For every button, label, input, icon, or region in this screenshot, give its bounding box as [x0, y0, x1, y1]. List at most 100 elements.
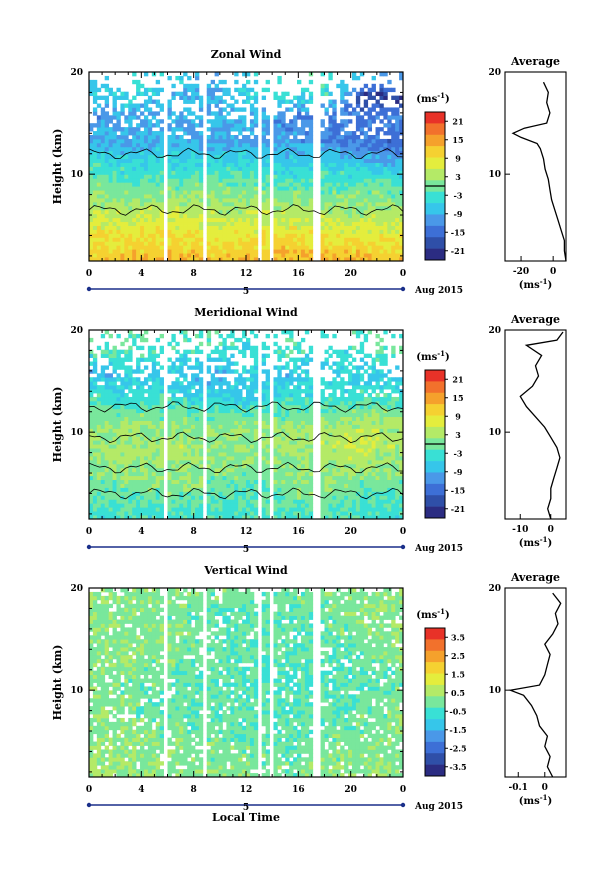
heatmap-cell [336, 138, 341, 144]
heatmap-cell [226, 205, 231, 211]
heatmap-cell [324, 83, 329, 89]
heatmap-cell [351, 209, 357, 215]
heatmap-cell [340, 83, 345, 89]
heatmap-cell [104, 459, 110, 465]
heatmap-cell [249, 495, 255, 500]
heatmap-cell [191, 424, 196, 429]
heatmap-cell [249, 205, 255, 211]
heatmap-cell [155, 479, 161, 484]
heatmap-cell [187, 471, 192, 477]
heatmap-cell [371, 459, 376, 465]
heatmap-cell [191, 201, 196, 207]
heatmap-cell [399, 253, 404, 258]
heatmap-cell [128, 483, 133, 488]
heatmap-cell [359, 72, 365, 77]
heatmap-cell [89, 499, 94, 504]
heatmap-cell [265, 146, 270, 152]
heatmap-cell [238, 178, 243, 183]
heatmap-cell [234, 221, 239, 226]
heatmap-cell [285, 91, 290, 97]
heatmap-cell [387, 456, 392, 461]
heatmap-cell [183, 198, 188, 203]
heatmap-cell [159, 194, 164, 199]
heatmap-cell [375, 221, 380, 226]
heatmap-cell [151, 170, 157, 175]
heatmap-cell [304, 483, 310, 488]
heatmap-cell [124, 127, 129, 132]
heatmap-cell [104, 467, 110, 473]
heatmap-cell [273, 503, 278, 508]
heatmap-cell [304, 225, 310, 230]
heatmap-cell [387, 79, 392, 85]
heatmap-cell [293, 201, 298, 207]
heatmap-cell [120, 209, 125, 215]
heatmap-cell [108, 115, 113, 120]
heatmap-cell [191, 452, 196, 457]
heatmap-cell [100, 499, 106, 504]
heatmap-cell [92, 83, 98, 89]
heatmap-cell [261, 459, 267, 465]
heatmap-cell [359, 467, 365, 473]
heatmap-cell [399, 241, 404, 246]
heatmap-cell [108, 507, 113, 512]
heatmap-cell [96, 201, 102, 207]
heatmap-cell [218, 131, 223, 136]
heatmap-cell [222, 99, 227, 104]
heatmap-cell [234, 440, 239, 445]
heatmap-cell [371, 436, 376, 441]
heatmap-cell [355, 91, 361, 97]
heatmap-cell [183, 237, 188, 242]
heatmap-cell [191, 87, 196, 93]
heatmap-cell [289, 428, 294, 433]
heatmap-cell [147, 463, 153, 469]
heatmap-cell [320, 448, 325, 453]
heatmap-cell [379, 436, 384, 441]
heatmap-cell [175, 444, 180, 449]
heatmap-cell [320, 205, 325, 211]
heatmap-cell [222, 436, 227, 441]
heatmap-cell [399, 142, 404, 148]
heatmap-cell [297, 515, 302, 520]
heatmap-cell [167, 135, 172, 140]
heatmap-cell [198, 444, 204, 449]
heatmap-cell [92, 463, 98, 469]
heatmap-cell [198, 107, 204, 112]
heatmap-cell [383, 221, 388, 226]
heatmap-cell [308, 420, 314, 425]
heatmap-cell [89, 479, 94, 484]
heatmap-cell [253, 440, 259, 445]
heatmap-cell [387, 428, 392, 433]
heatmap-cell [293, 440, 298, 445]
heatmap-cell [124, 467, 129, 473]
heatmap-cell [96, 467, 102, 473]
heatmap-cell [383, 201, 388, 207]
heatmap-cell [359, 119, 365, 124]
heatmap-cell [226, 119, 231, 124]
heatmap-cell [281, 186, 286, 191]
heatmap-cell [261, 138, 267, 144]
heatmap-cell [265, 491, 270, 496]
heatmap-cell [112, 249, 117, 254]
heatmap-cell [399, 245, 404, 250]
heatmap-cell [383, 87, 388, 93]
heatmap-cell [253, 209, 259, 215]
heatmap-cell [324, 491, 329, 496]
heatmap-cell [159, 440, 164, 445]
heatmap-cell [246, 440, 251, 445]
heatmap-cell [147, 95, 153, 100]
heatmap-cell [175, 142, 180, 148]
heatmap-cell [324, 213, 329, 219]
heatmap-cell [171, 483, 176, 488]
heatmap-cell [249, 127, 255, 132]
heatmap-cell [363, 499, 369, 504]
heatmap-cell [147, 428, 153, 433]
heatmap-cell [308, 138, 314, 144]
heatmap-cell [112, 201, 117, 207]
heatmap-cell [155, 79, 161, 85]
heatmap-cell [116, 424, 121, 429]
heatmap-cell [304, 182, 310, 187]
heatmap-cell [371, 115, 376, 120]
heatmap-cell [238, 182, 243, 187]
heatmap-cell [218, 138, 223, 144]
heatmap-cell [226, 154, 231, 160]
